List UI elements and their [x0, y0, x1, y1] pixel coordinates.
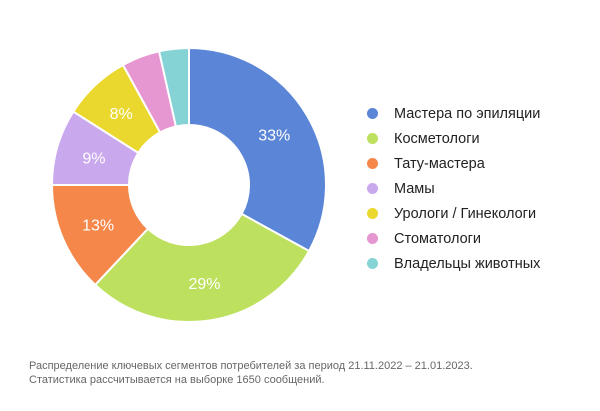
data-label: 33% [258, 128, 290, 145]
legend-marker [367, 233, 378, 244]
legend-item: Мамы [365, 176, 540, 201]
donut-slice [157, 46, 190, 128]
legend-label: Стоматологи [394, 230, 482, 247]
legend-marker [367, 158, 378, 169]
donut-slice [188, 46, 327, 253]
note-line-sample: Статистика рассчитывается на выборке 165… [29, 374, 325, 386]
donut-chart: 33% 29% 13% 9% 8% [50, 46, 327, 323]
legend-marker [367, 258, 378, 269]
legend-label: Мастера по эпиляции [394, 105, 541, 122]
legend: Мастера по эпиляции Косметологи Тату-мас… [365, 101, 540, 276]
chart-note: Распределение ключевых сегментов потреби… [29, 359, 473, 387]
data-label: 13% [82, 217, 114, 234]
donut-slice [93, 212, 311, 323]
legend-item: Владельцы животных [365, 251, 540, 276]
data-label: 8% [110, 106, 133, 123]
legend-item: Тату-мастера [365, 151, 540, 176]
legend-label: Урологи / Гинекологи [394, 205, 537, 222]
legend-item: Косметологи [365, 126, 540, 151]
note-line-period: Распределение ключевых сегментов потреби… [29, 360, 473, 372]
data-label: 9% [82, 150, 105, 167]
legend-marker [367, 133, 378, 144]
legend-item: Мастера по эпиляции [365, 101, 540, 126]
legend-label: Косметологи [394, 130, 480, 147]
legend-marker [367, 183, 378, 194]
legend-item: Урологи / Гинекологи [365, 201, 540, 226]
legend-item: Стоматологи [365, 226, 540, 251]
legend-label: Тату-мастера [394, 155, 485, 172]
legend-label: Мамы [394, 180, 435, 197]
data-label: 29% [188, 276, 220, 293]
legend-marker [367, 208, 378, 219]
legend-label: Владельцы животных [394, 255, 541, 272]
legend-marker [367, 108, 378, 119]
